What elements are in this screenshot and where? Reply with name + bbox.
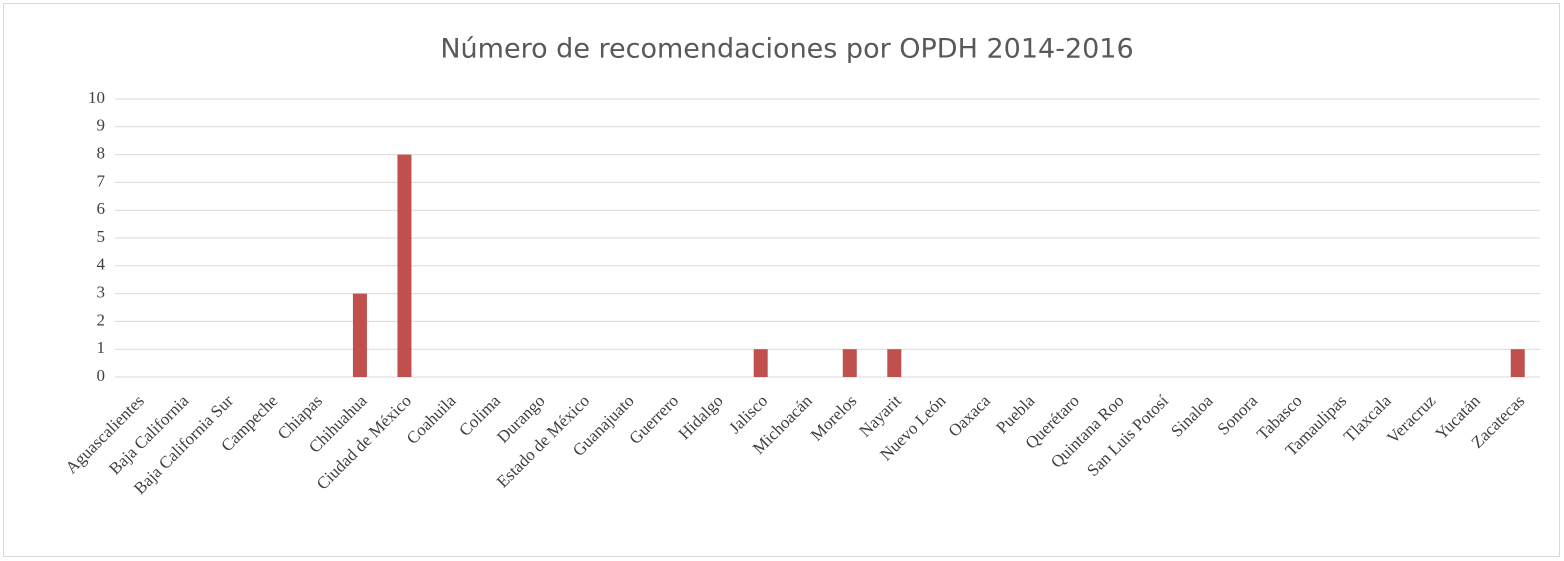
y-tick-label: 9 (97, 116, 106, 135)
y-tick-label: 3 (97, 283, 106, 302)
y-tick-label: 5 (97, 227, 106, 246)
y-tick-label: 10 (88, 88, 105, 107)
chart-border (3, 3, 1560, 557)
y-tick-label: 4 (97, 255, 106, 274)
bar (1510, 349, 1525, 377)
bar (397, 154, 412, 377)
bar (753, 349, 768, 377)
y-tick-label: 0 (97, 366, 106, 385)
bar (887, 349, 902, 377)
chart-title: Número de recomendaciones por OPDH 2014-… (440, 34, 1133, 65)
y-tick-label: 6 (97, 199, 106, 218)
bar (842, 349, 857, 377)
y-tick-label: 1 (97, 338, 106, 357)
y-tick-label: 8 (97, 144, 106, 163)
y-tick-label: 2 (97, 310, 106, 329)
bar (352, 293, 367, 377)
y-tick-label: 7 (97, 171, 106, 190)
